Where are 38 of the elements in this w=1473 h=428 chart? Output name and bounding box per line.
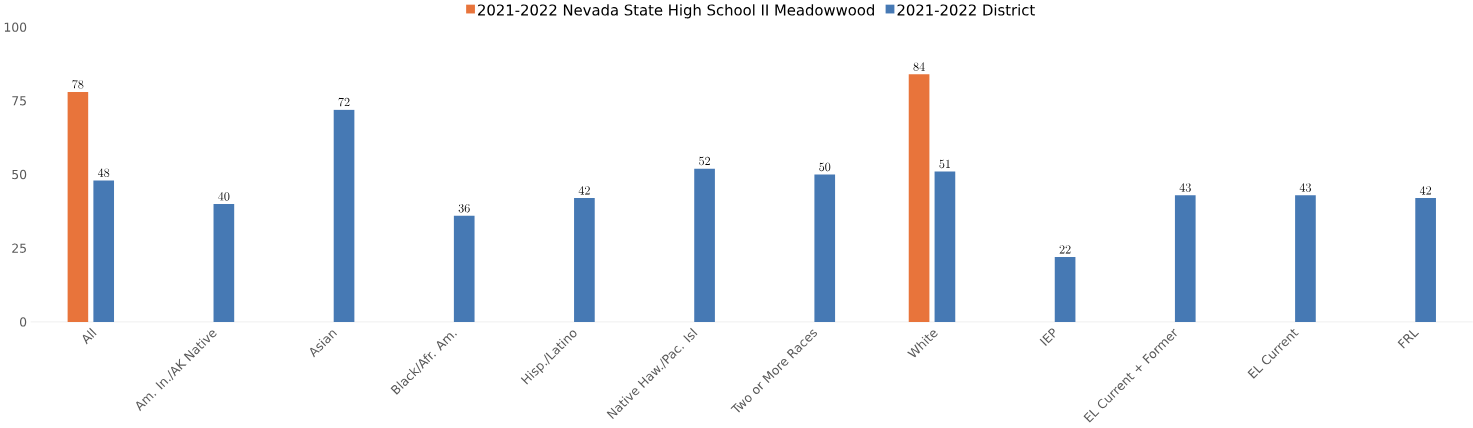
- data-label: 42: [578, 185, 590, 195]
- bar: [814, 174, 836, 322]
- legend-label: 2021-2022 District: [897, 3, 1035, 16]
- data-label: 42: [1419, 185, 1432, 195]
- x-tick-label: All: [82, 327, 97, 345]
- data-label: 43: [1179, 183, 1191, 192]
- bar: [574, 197, 595, 322]
- bar: [453, 215, 475, 322]
- data-label: 40: [218, 191, 230, 201]
- bar: [934, 171, 956, 322]
- bar: [908, 74, 930, 322]
- legend-label: 2021-2022 Nevada State High School II Meadowwood: [478, 3, 874, 19]
- bar: [67, 91, 89, 322]
- bar: [213, 203, 235, 322]
- data-label: 78: [72, 79, 84, 89]
- bar: [1295, 194, 1316, 322]
- data-label: 48: [97, 168, 110, 177]
- bar: [694, 168, 715, 322]
- data-label: 72: [338, 97, 350, 107]
- data-label: 84: [913, 62, 925, 71]
- data-label: 52: [699, 156, 710, 166]
- y-tick-label: 25: [12, 243, 26, 253]
- y-tick-label: 100: [4, 22, 27, 32]
- data-label: 43: [1299, 183, 1311, 192]
- x-tick-label: FRL: [1397, 330, 1420, 349]
- bar: [1415, 197, 1436, 322]
- y-tick-label: 75: [12, 96, 26, 106]
- data-label: 50: [819, 162, 831, 171]
- bar: [93, 180, 115, 322]
- bar: [333, 109, 355, 322]
- data-label: 22: [1059, 245, 1071, 254]
- y-tick-label: 50: [12, 169, 27, 180]
- bar: [1054, 256, 1076, 322]
- data-label: 51: [939, 159, 950, 169]
- y-tick-label: 0: [19, 317, 27, 327]
- data-label: 36: [458, 203, 470, 213]
- x-tick-label: IEP: [1039, 328, 1055, 346]
- bar: [1174, 194, 1196, 322]
